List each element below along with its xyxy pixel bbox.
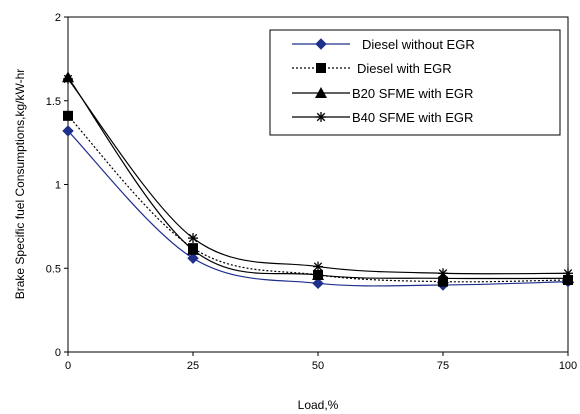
data-point-diesel-with-egr <box>63 110 73 121</box>
axes: 0 25 50 75 100 0 0.5 1 1.5 2 <box>46 12 577 372</box>
series-line-b20-sfme-with-egr <box>67 76 569 280</box>
data-point-b40-sfme-with-egr <box>63 73 73 84</box>
x-tick-label: 50 <box>312 360 324 372</box>
x-axis-title: Load,% <box>298 398 339 412</box>
data-point-b40-sfme-with-egr <box>563 268 573 279</box>
series-markers <box>62 71 574 291</box>
legend-label-diesel-without-egr: Diesel without EGR <box>362 37 475 52</box>
x-tick-label: 100 <box>559 360 577 372</box>
data-point-b20-sfme-with-egr <box>312 268 324 280</box>
legend-label-b20-sfme-with-egr: B20 SFME with EGR <box>352 86 473 101</box>
data-point-b40-sfme-with-egr <box>313 261 323 272</box>
y-tick-label: 0.5 <box>46 263 61 275</box>
data-point-diesel-without-egr <box>312 277 324 290</box>
data-point-diesel-without-egr <box>62 125 74 137</box>
y-tick-label: 1.5 <box>46 96 61 108</box>
x-tick-label: 75 <box>437 360 449 372</box>
legend: Diesel without EGR Diesel with EGR B20 S… <box>269 29 561 136</box>
y-tick-label: 0 <box>55 347 61 359</box>
data-point-b40-sfme-with-egr <box>188 233 198 244</box>
y-axis-title: Brake Specific fuel Consumptions,kg/kW-h… <box>13 69 27 300</box>
series-line-b40-sfme-with-egr <box>67 78 569 275</box>
legend-label-b40-sfme-with-egr: B40 SFME with EGR <box>352 110 473 125</box>
x-tick-label: 0 <box>65 360 71 372</box>
legend-label-diesel-with-egr: Diesel with EGR <box>357 61 452 76</box>
data-point-b40-sfme-with-egr <box>438 268 448 279</box>
y-tick-label: 1 <box>55 180 61 192</box>
x-tick-label: 25 <box>187 360 199 372</box>
legend-marker-diesel-with-egr <box>316 63 326 73</box>
legend-marker-b40-sfme-with-egr <box>316 112 326 122</box>
y-tick-label: 2 <box>55 12 61 24</box>
legend-marker-diesel-without-egr <box>315 38 327 50</box>
legend-marker-b20-sfme-with-egr <box>315 87 327 98</box>
data-point-diesel-without-egr <box>187 252 199 264</box>
data-point-b20-sfme-with-egr <box>187 243 199 255</box>
